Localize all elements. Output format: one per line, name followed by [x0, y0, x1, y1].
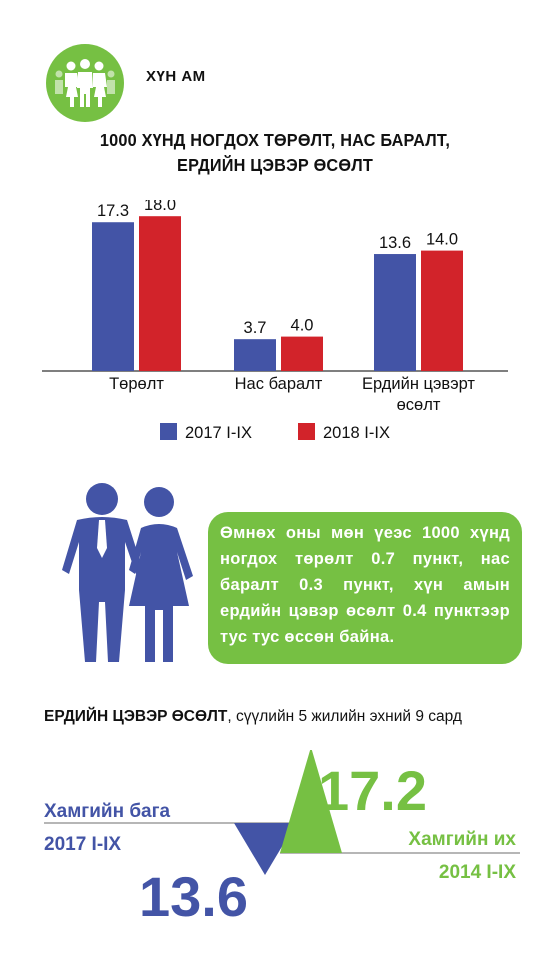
max-triangle [280, 750, 342, 853]
growth-title-bold: ЕРДИЙН ЦЭВЭР ӨСӨЛТ [44, 708, 228, 725]
bar-1-3 [374, 254, 416, 371]
max-period: 2014 I-IX [439, 862, 516, 883]
bar-2-3 [421, 250, 463, 371]
note-callout: Өмнөх оны мөн үеэс 1000 хүнд ногдох төрө… [208, 512, 522, 664]
chart-title: 1000 ХҮНД НОГДОХ ТӨРӨЛТ, НАС БАРАЛТ, ЕРД… [19, 128, 531, 178]
bar-2-2 [281, 336, 323, 371]
legend-swatch [298, 423, 315, 440]
bar-value-label: 14.0 [426, 231, 458, 249]
max-value: 17.2 [318, 759, 427, 822]
bar-1-2 [234, 339, 276, 371]
bar-value-label: 4.0 [291, 317, 314, 335]
category-label: Нас баралт [235, 375, 323, 393]
bar-2-1 [139, 216, 181, 371]
min-label: Хамгийн бага [44, 801, 171, 822]
legend-label: 2018 I-IX [323, 424, 390, 442]
category-label: Төрөлт [109, 375, 164, 393]
min-triangle [234, 823, 296, 875]
bar-value-label: 3.7 [244, 319, 267, 337]
growth-comparison-graphic: Хамгийн бага 2017 I-IX 13.6 17.2 Хамгийн их 2… [44, 750, 520, 928]
legend-swatch [160, 423, 177, 440]
couple-icon [62, 483, 193, 662]
section-title: ХҮН АМ [146, 68, 206, 85]
category-label: өсөлт [397, 396, 441, 414]
min-period: 2017 I-IX [44, 834, 121, 855]
note-text: Өмнөх оны мөн үеэс 1000 хүнд ногдох төрө… [220, 524, 510, 646]
chart-title-line-1: 1000 ХҮНД НОГДОХ ТӨРӨЛТ, НАС БАРАЛТ, [99, 130, 451, 150]
chart-title-line-2: ЕРДИЙН ЦЭВЭР ӨСӨЛТ [177, 155, 373, 175]
bar-value-label: 17.3 [97, 202, 129, 220]
bar-value-label: 13.6 [379, 234, 411, 252]
bar-chart: 17.3 18.0 Төрөлт 3.7 4.0 Нас баралт 13.6 14.0 Ер… [42, 200, 508, 442]
min-value: 13.6 [139, 865, 248, 928]
growth-title-rest: , сүүлийн 5 жилийн эхний 9 сард [227, 708, 462, 725]
max-label: Хамгийн их [408, 829, 516, 850]
people-group-icon [46, 44, 124, 122]
bar-value-label: 18.0 [144, 200, 176, 214]
legend-label: 2017 I-IX [185, 424, 252, 442]
bar-1-1 [92, 222, 134, 371]
category-label: Ердийн цэвэрт [362, 375, 475, 393]
growth-title: ЕРДИЙН ЦЭВЭР ӨСӨЛТ, сүүлийн 5 жилийн эхн… [44, 706, 524, 727]
